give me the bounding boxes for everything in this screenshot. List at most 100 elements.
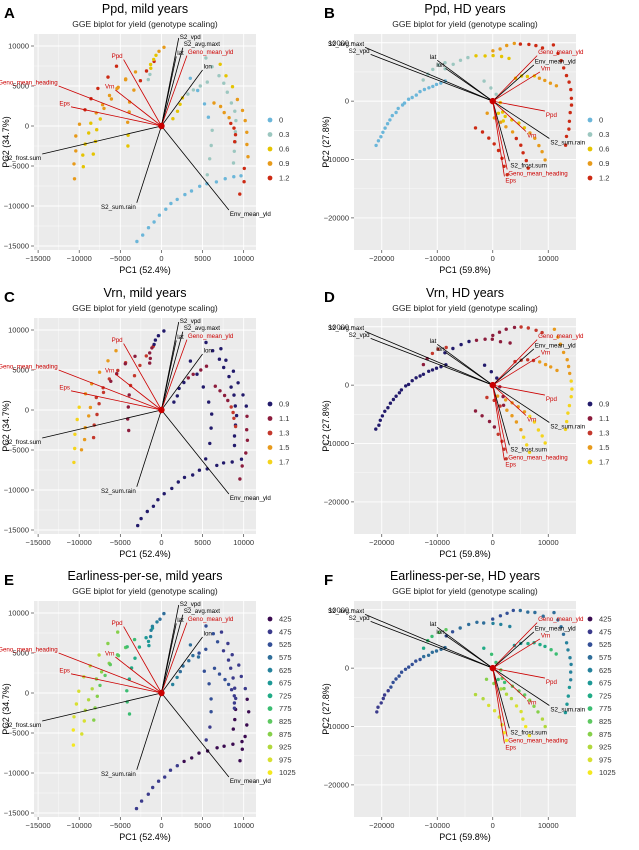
vector-label-f: lat [430, 621, 437, 628]
genotype-point-e [240, 747, 244, 751]
genotype-point-c [199, 368, 203, 372]
chart-subtitle-f: GGE biplot for yield (genotype scaling) [392, 586, 538, 596]
genotype-point-a [208, 157, 212, 161]
genotype-point-c [133, 354, 137, 358]
panel-f: F Earliness-per-se, HD years GGE biplot fo… [320, 567, 639, 850]
environment-vector-f [370, 621, 493, 669]
chart-title-a: Ppd, mild years [102, 2, 188, 16]
tick-label-y-d: 0 [345, 381, 349, 390]
genotype-point-d [434, 366, 439, 370]
genotype-vector-c [161, 339, 188, 411]
genotype-vector-d [492, 384, 545, 396]
genotype-point-d [527, 450, 532, 454]
genotype-point-c [82, 437, 87, 442]
genotype-point-c [162, 329, 166, 333]
genotype-point-f [482, 621, 486, 625]
genotype-point-f [540, 717, 545, 721]
vector-label-e: Geno_mean_yld [188, 616, 234, 623]
genotype-point-a [81, 153, 85, 157]
genotype-point-e [245, 723, 249, 727]
tick-label-x-c: 5000 [194, 538, 211, 547]
panel-letter-f: F [324, 572, 333, 589]
genotype-point-f [492, 709, 497, 713]
genotype-point-d [497, 330, 502, 334]
genotype-point-f [502, 680, 507, 685]
chart-subtitle-a: GGE biplot for yield (genotype scaling) [72, 19, 218, 29]
genotype-point-d [498, 340, 503, 344]
legend-label-f: 475 [599, 627, 612, 636]
genotype-point-b [394, 110, 398, 115]
genotype-vector-e [70, 673, 162, 694]
vector-label-f: S2_sum.rain [550, 707, 585, 714]
genotype-point-e [215, 746, 219, 750]
genotype-point-f [543, 644, 547, 649]
genotype-point-e [175, 675, 179, 680]
genotype-point-b [534, 43, 538, 48]
x-axis-label-f: PC1 (59.8%) [439, 832, 491, 842]
genotype-point-e [237, 663, 241, 667]
tick-label-x-b: −10000 [425, 254, 450, 263]
origin-marker-b [489, 97, 496, 105]
origin-marker-e [158, 689, 165, 697]
genotype-vector-e [58, 652, 162, 694]
genotype-point-b [524, 158, 528, 163]
vector-label-f: Env_mean_yld [535, 625, 576, 632]
genotype-point-f [394, 677, 398, 681]
genotype-point-a [229, 121, 233, 126]
genotype-point-f [418, 657, 422, 662]
legend-key-a [267, 146, 273, 152]
genotype-point-b [439, 81, 443, 85]
genotype-point-f [489, 652, 494, 656]
genotype-point-f [379, 701, 383, 705]
genotype-point-c [77, 405, 81, 409]
vector-label-c: Env_mean_yld [230, 495, 271, 502]
legend-label-f: 775 [599, 704, 612, 713]
legend-key-c [267, 430, 273, 436]
genotype-point-a [74, 149, 78, 153]
genotype-point-e [231, 742, 235, 746]
vector-label-d: lat [430, 338, 437, 345]
genotype-point-f [496, 677, 500, 682]
legend-label-f: 525 [599, 640, 612, 649]
genotype-point-e [226, 641, 230, 646]
environment-vector-b [364, 47, 493, 102]
legend-label-e: 1025 [279, 768, 296, 777]
tick-label-y-b: 0 [345, 97, 349, 106]
legend-label-e: 525 [279, 640, 292, 649]
genotype-point-e [127, 712, 132, 716]
legend-key-d [587, 445, 593, 450]
genotype-point-a [154, 53, 158, 57]
legend-key-f [587, 655, 593, 660]
genotype-point-d [380, 414, 385, 418]
genotype-point-d [485, 395, 489, 400]
genotype-point-e [247, 710, 251, 714]
genotype-point-f [505, 611, 509, 615]
genotype-point-d [567, 403, 572, 408]
genotype-point-c [208, 441, 212, 446]
genotype-point-d [566, 411, 570, 415]
genotype-point-b [567, 119, 572, 124]
genotype-point-c [97, 370, 102, 374]
genotype-point-a [175, 109, 180, 114]
genotype-point-f [403, 667, 408, 671]
genotype-point-e [190, 756, 194, 760]
genotype-point-d [474, 338, 479, 342]
genotype-point-b [466, 55, 470, 60]
environment-vector-a [161, 47, 184, 127]
genotype-point-e [239, 674, 243, 679]
legend-key-e [267, 757, 273, 763]
genotype-point-a [231, 161, 236, 165]
genotype-point-a [164, 207, 168, 211]
environment-vector-d [364, 331, 493, 386]
tick-label-x-f: 0 [491, 821, 495, 830]
genotype-point-b [548, 81, 553, 85]
genotype-point-f [514, 704, 519, 708]
genotype-point-f [549, 648, 553, 652]
vector-label-a: S2_frost.sum [5, 155, 41, 162]
genotype-point-a [233, 133, 238, 137]
genotype-point-d [536, 428, 541, 432]
vector-label-f: S2_vpd [349, 615, 371, 622]
legend-label-e: 825 [279, 717, 292, 726]
genotype-point-e [97, 653, 101, 657]
genotype-vector-a [70, 106, 162, 127]
